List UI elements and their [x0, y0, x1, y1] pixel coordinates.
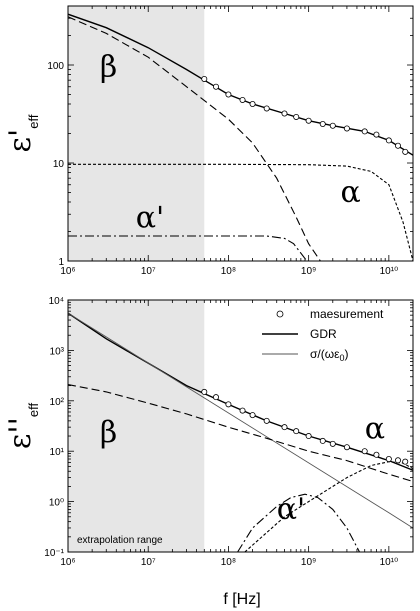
measurement-point [329, 122, 336, 129]
series-line-dashdot [237, 493, 360, 552]
series-group [68, 312, 413, 552]
measurement-point [402, 458, 409, 465]
measurement-point [263, 105, 270, 112]
measurement-point [201, 388, 208, 395]
annotation-label: α [341, 175, 361, 210]
y-tick-label: 10⁴ [49, 296, 64, 307]
measurement-point [373, 131, 380, 138]
measurement-point [319, 121, 326, 128]
y-tick-label: 10² [50, 397, 65, 408]
measurement-point [394, 142, 401, 149]
x-tick-label: 10⁶ [60, 557, 75, 568]
legend-label: GDR [310, 327, 337, 341]
x-tick-label: 10¹⁰ [380, 557, 398, 568]
legend-label-tail: ) [344, 347, 348, 361]
measurement-point [225, 91, 232, 98]
measurement-point [281, 424, 288, 431]
measurement-point [293, 113, 300, 120]
x-tick-label: 10⁸ [221, 557, 236, 568]
series-line-dotted [68, 163, 413, 261]
shaded-region [68, 300, 205, 552]
series-line-dashed [68, 16, 321, 261]
measurement-point [305, 117, 312, 124]
measurement-point [213, 394, 220, 401]
measurement-point [263, 417, 270, 424]
measurement-point [373, 451, 380, 458]
x-axis-label: f [Hz] [223, 591, 260, 608]
measurement-point [343, 444, 350, 451]
y-tick-label: 100 [47, 61, 64, 72]
measurement-point [213, 83, 220, 90]
legend-marker [276, 310, 284, 318]
measurement-point [385, 456, 392, 463]
shaded-region-label: extrapolation range [77, 535, 163, 546]
measurement-point [394, 457, 401, 464]
x-tick-label: 10⁹ [301, 557, 316, 568]
y-tick-label: 10⁻¹ [44, 548, 64, 559]
series-line-dotted [244, 461, 413, 552]
legend-label: σ/(ωε0) [310, 347, 348, 363]
series-line-solid [68, 312, 413, 471]
measurement-point [402, 148, 409, 155]
measurement-point [249, 100, 256, 107]
measurement-point [361, 128, 368, 135]
plot-frame [67, 299, 414, 553]
annotation-label: α [365, 411, 385, 446]
x-tick-label: 10⁹ [301, 266, 316, 277]
y-tick-label: 10⁰ [49, 498, 64, 509]
shaded-region [68, 6, 205, 261]
annotation-label: β [100, 50, 117, 85]
x-tick-label: 10¹⁰ [380, 266, 398, 277]
y-tick-label: 10³ [50, 346, 65, 357]
x-tick-label: 10⁷ [141, 266, 156, 277]
y-axis-label-subscript: eff [26, 402, 41, 417]
measurement-point [249, 412, 256, 419]
series-line-thin [68, 312, 413, 529]
measurement-point [281, 110, 288, 117]
y-axis-label-subscript: eff [26, 114, 41, 129]
y-axis-label: ε''eff [3, 402, 41, 449]
x-tick-label: 10⁶ [60, 266, 75, 277]
legend-label: maesurement [310, 307, 384, 321]
measurement-point [329, 440, 336, 447]
series-line-dashdot [68, 235, 308, 261]
y-tick-label: 10 [53, 159, 65, 170]
x-tick-label: 10⁸ [221, 266, 236, 277]
legend-label-subscript: 0 [339, 353, 344, 363]
x-tick-label: 10⁷ [141, 557, 156, 568]
measurement-point [361, 448, 368, 455]
annotation-label: α' [277, 492, 306, 527]
measurement-point [239, 96, 246, 103]
measurement-point [385, 137, 392, 144]
measurement-point [201, 75, 208, 82]
measurement-point [305, 433, 312, 440]
measurement-point [343, 125, 350, 132]
top-panel: 10⁶ 10⁷ 10⁸ 10⁹ 10¹⁰ 1 10 100 ε'eff β α' α [3, 5, 414, 277]
y-axis-label: ε'eff [3, 114, 41, 152]
measurement-point [225, 401, 232, 408]
series-group [68, 13, 413, 261]
measurement-point [239, 407, 246, 414]
y-tick-label: 10¹ [50, 447, 65, 458]
legend: maesurement GDR σ/(ωε0) [262, 307, 384, 363]
measurement-point [319, 437, 326, 444]
annotation-label: α' [136, 200, 165, 235]
measurement-point [293, 428, 300, 435]
y-tick-label: 1 [58, 257, 64, 268]
annotation-label: β [100, 415, 117, 450]
series-line-dashed [68, 384, 413, 483]
